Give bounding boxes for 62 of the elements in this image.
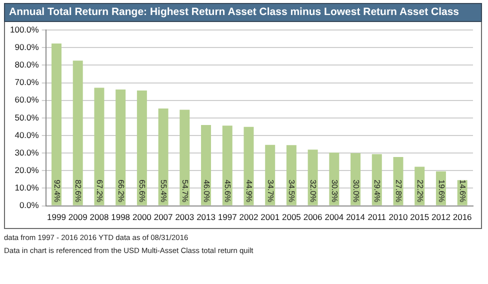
data-label: 65.6% bbox=[138, 180, 147, 202]
x-tick-label: 2008 bbox=[90, 212, 109, 222]
data-label: 66.2% bbox=[116, 180, 126, 202]
x-tick-label: 1998 bbox=[111, 212, 130, 222]
bar bbox=[52, 43, 62, 206]
x-tick-label: 2016 bbox=[452, 212, 472, 222]
x-tick-label: 1997 bbox=[218, 212, 238, 222]
x-tick-label: 2007 bbox=[154, 212, 174, 222]
y-tick-label: 10.0% bbox=[14, 182, 40, 193]
x-tick-label: 2011 bbox=[368, 212, 386, 222]
chart-title: Annual Total Return Range: Highest Return Asset Class minus Lowest Return Asset Class bbox=[4, 3, 482, 22]
x-tick-label: 2015 bbox=[410, 212, 430, 222]
y-tick-label: 70.0% bbox=[14, 77, 40, 88]
y-tick-label: 20.0% bbox=[14, 165, 40, 176]
bar bbox=[158, 108, 168, 206]
data-label: 30.0% bbox=[351, 180, 360, 202]
data-label: 67.2% bbox=[95, 180, 104, 202]
x-tick-label: 2001 bbox=[260, 212, 280, 222]
bar bbox=[94, 88, 104, 206]
data-label: 32.0% bbox=[308, 180, 318, 202]
y-tick-label: 100.0% bbox=[10, 24, 40, 34]
data-label: 34.7% bbox=[266, 180, 275, 202]
y-tick-label: 30.0% bbox=[14, 147, 40, 158]
data-label: 46.0% bbox=[202, 180, 211, 202]
data-label: 27.8% bbox=[394, 180, 404, 202]
bar bbox=[116, 89, 126, 206]
data-label: 30.3% bbox=[330, 180, 339, 202]
y-tick-label: 40.0% bbox=[14, 130, 40, 140]
x-tick-label: 2006 bbox=[303, 212, 323, 222]
x-tick-label: 2014 bbox=[346, 212, 366, 222]
x-tick-label: 2013 bbox=[196, 212, 216, 222]
x-tick-label: 2012 bbox=[432, 212, 451, 222]
bar bbox=[136, 90, 147, 206]
x-tick-label: 2000 bbox=[132, 212, 152, 222]
bar bbox=[244, 126, 254, 206]
y-tick-label: 90.0% bbox=[14, 42, 40, 52]
y-tick-label: 0.0% bbox=[19, 200, 40, 210]
x-tick-label: 2005 bbox=[282, 212, 302, 222]
data-label: 34.5% bbox=[287, 180, 296, 202]
x-tick-label: 2010 bbox=[388, 212, 408, 222]
data-label: 92.4% bbox=[52, 180, 62, 202]
x-tick-label: 1999 bbox=[47, 212, 66, 222]
data-label: 44.9% bbox=[244, 180, 254, 202]
data-label: 29.4% bbox=[372, 180, 382, 202]
bar bbox=[180, 110, 190, 206]
bar bbox=[72, 60, 83, 206]
x-tick-label: 2003 bbox=[175, 212, 194, 222]
x-tick-label: 2004 bbox=[324, 212, 344, 222]
data-label: 19.6% bbox=[436, 180, 446, 202]
data-label: 55.4% bbox=[159, 180, 168, 202]
y-tick-label: 80.0% bbox=[14, 60, 40, 70]
data-label: 82.6% bbox=[74, 180, 83, 202]
y-tick-label: 60.0% bbox=[14, 94, 40, 105]
bar bbox=[201, 124, 212, 206]
data-label: 45.6% bbox=[223, 180, 232, 202]
data-label: 22.2% bbox=[415, 180, 424, 202]
bar bbox=[222, 126, 232, 206]
y-tick-label: 50.0% bbox=[14, 112, 40, 122]
data-label: 14.6% bbox=[458, 180, 468, 202]
data-label: 54.7% bbox=[180, 180, 190, 202]
x-tick-label: 2002 bbox=[239, 212, 258, 222]
x-tick-label: 2009 bbox=[68, 212, 88, 222]
